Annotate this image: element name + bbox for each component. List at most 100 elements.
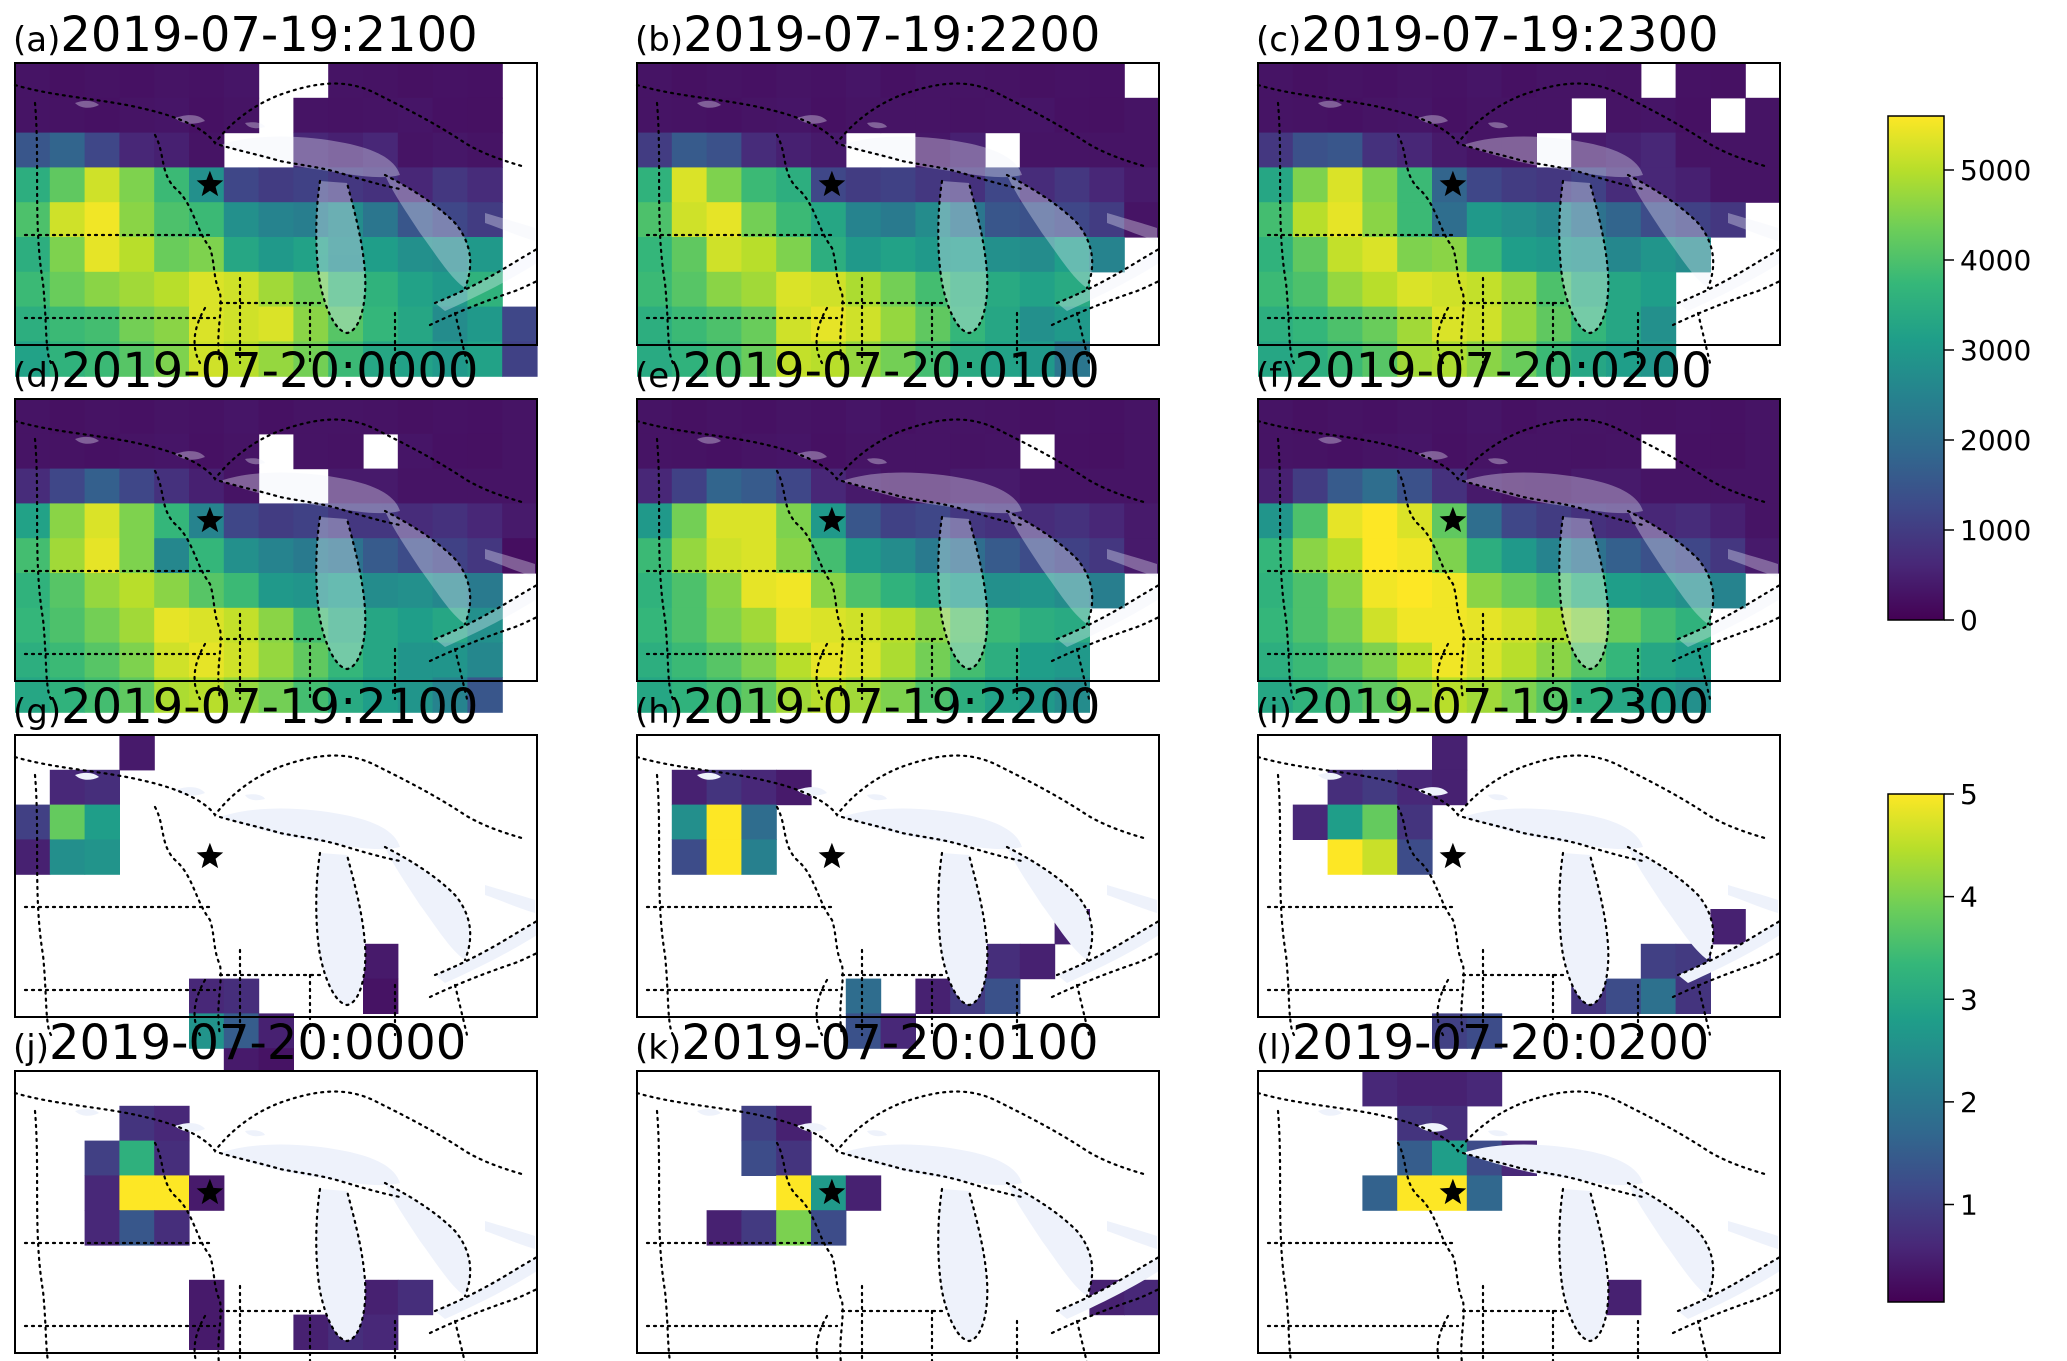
heatmap-cell xyxy=(776,573,812,609)
heatmap-cell xyxy=(15,573,51,609)
heatmap-cell xyxy=(432,97,468,134)
heatmap-cell xyxy=(776,642,812,678)
heatmap-cell xyxy=(223,503,260,539)
heatmap-cell xyxy=(84,1175,120,1211)
heatmap-cell xyxy=(706,839,742,875)
heatmap-cell xyxy=(1501,503,1537,539)
heatmap-cell xyxy=(1710,573,1746,609)
heatmap-cell xyxy=(49,503,86,539)
heatmap-cell xyxy=(154,607,190,644)
heatmap-cell xyxy=(811,399,847,435)
heatmap-cell xyxy=(950,677,986,713)
panel-title: (g)2019-07-19:2100 xyxy=(13,679,478,735)
heatmap-cell xyxy=(467,468,503,504)
panel-tag: (e) xyxy=(635,356,682,396)
panel-frame xyxy=(636,62,1160,346)
heatmap-cell xyxy=(1019,97,1056,134)
heatmap-cell xyxy=(637,202,673,238)
panel-tag: (c) xyxy=(1256,20,1301,60)
heatmap-cell xyxy=(84,677,120,713)
heatmap-cell xyxy=(84,202,120,238)
heatmap-cell xyxy=(950,399,986,435)
heatmap-cell xyxy=(1536,433,1572,470)
heatmap-cell xyxy=(1466,607,1503,644)
heatmap-cell xyxy=(1089,237,1125,273)
heatmap-cell xyxy=(1089,573,1125,609)
heatmap-cell xyxy=(119,132,155,168)
heatmap-cell xyxy=(1466,306,1503,342)
heatmap-cell xyxy=(671,503,708,539)
heatmap-cell xyxy=(467,642,503,678)
heatmap-cell xyxy=(776,202,812,238)
heatmap-cell xyxy=(1258,63,1294,99)
heatmap-cell xyxy=(258,1013,294,1049)
heatmap-cell xyxy=(637,63,673,99)
heatmap-cell xyxy=(1327,132,1363,168)
heatmap-cell xyxy=(1640,271,1677,308)
heatmap-cell xyxy=(1362,607,1398,644)
panel-title: (k)2019-07-20:0100 xyxy=(635,1015,1099,1071)
heatmap-cell xyxy=(637,468,673,504)
heatmap-cell xyxy=(1571,433,1607,470)
heatmap-cell xyxy=(1606,573,1642,609)
colorbar-tick-label: 0 xyxy=(1960,604,1978,637)
panel-frame xyxy=(1257,398,1781,682)
panel-timestamp: 2019-07-20:0100 xyxy=(681,1015,1098,1071)
heatmap-cell xyxy=(84,573,120,609)
heatmap-cell xyxy=(189,433,225,470)
heatmap-cell xyxy=(1258,503,1294,539)
heatmap-cell xyxy=(845,978,882,1014)
heatmap-cell xyxy=(671,839,708,875)
heatmap-cell xyxy=(467,97,503,134)
heatmap-cell xyxy=(1362,538,1398,574)
heatmap-cell xyxy=(880,573,916,609)
heatmap-cell xyxy=(1501,237,1537,273)
heatmap-cell xyxy=(1501,167,1537,203)
heatmap-cell xyxy=(706,503,742,539)
heatmap-cell xyxy=(706,573,742,609)
panel-title: (d)2019-07-20:0000 xyxy=(13,343,478,399)
heatmap-cell xyxy=(15,271,51,308)
heatmap-cell xyxy=(49,399,86,435)
heatmap-cell xyxy=(811,433,847,470)
panel-title: (j)2019-07-20:0000 xyxy=(13,1015,466,1071)
heatmap-cell xyxy=(1327,63,1363,99)
heatmap-cell xyxy=(776,677,812,713)
heatmap-cell xyxy=(1745,433,1781,470)
heatmap-cell xyxy=(845,1013,882,1049)
panel-frame xyxy=(1257,734,1781,1018)
heatmap-cell xyxy=(223,202,260,238)
panel-frame xyxy=(14,734,538,1018)
heatmap-cell xyxy=(1501,97,1537,134)
heatmap-cell xyxy=(49,607,86,644)
heatmap-cell xyxy=(811,97,847,134)
heatmap-cell xyxy=(741,63,777,99)
heatmap-cell xyxy=(154,677,190,713)
heatmap-cell xyxy=(84,468,120,504)
heatmap-cell xyxy=(1466,63,1503,99)
heatmap-cell xyxy=(1397,433,1433,470)
panel-tag: (l) xyxy=(1256,1028,1292,1068)
heatmap-cell xyxy=(985,341,1021,377)
heatmap-cell xyxy=(223,978,260,1014)
heatmap-cell xyxy=(1019,63,1056,99)
heatmap-cell xyxy=(119,538,155,574)
heatmap-cell xyxy=(1054,642,1090,678)
colorbar-tick-label: 2000 xyxy=(1960,424,2031,457)
heatmap-cell xyxy=(467,677,503,713)
heatmap-cell xyxy=(1640,468,1677,504)
heatmap-cell xyxy=(741,202,777,238)
heatmap-cell xyxy=(1362,804,1398,840)
heatmap-cell xyxy=(154,573,190,609)
heatmap-cell xyxy=(1362,468,1398,504)
heatmap-cell xyxy=(467,573,503,609)
heatmap-cell xyxy=(1258,433,1294,470)
heatmap-cell xyxy=(880,433,916,470)
heatmap-cell xyxy=(189,202,225,238)
heatmap-cell xyxy=(1432,538,1468,574)
heatmap-cell xyxy=(1432,202,1468,238)
heatmap-cell xyxy=(1292,202,1329,238)
heatmap-cell xyxy=(811,202,847,238)
heatmap-cell xyxy=(119,468,155,504)
colorbar-tick-label: 5 xyxy=(1960,778,1978,811)
